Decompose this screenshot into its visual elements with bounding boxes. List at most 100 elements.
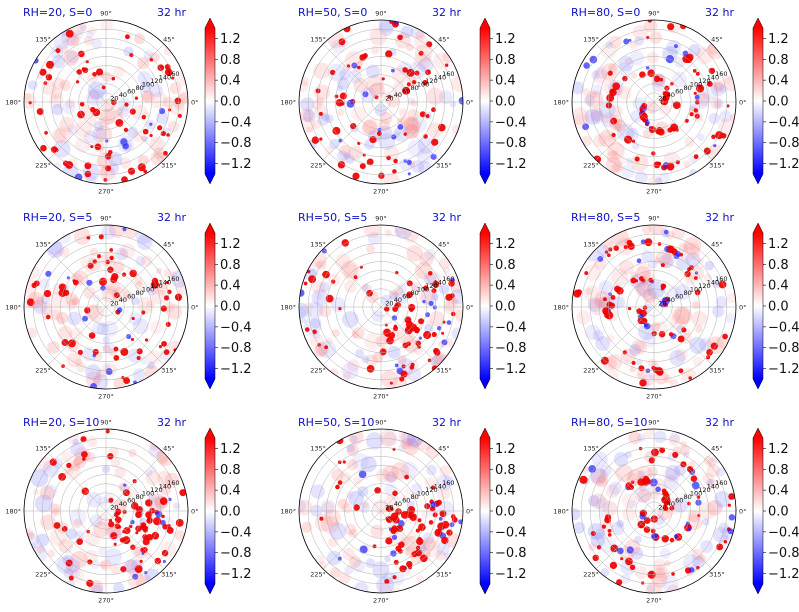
field-shade bbox=[166, 304, 182, 320]
grid-spoke bbox=[105, 306, 165, 366]
radial-tick-label: 20 bbox=[658, 504, 666, 512]
field-cell bbox=[655, 486, 661, 493]
radial-tick-label: 100 bbox=[142, 490, 154, 498]
field-cell bbox=[113, 346, 119, 352]
field-cell bbox=[359, 54, 367, 61]
field-cell bbox=[110, 275, 118, 284]
field-shade bbox=[157, 471, 172, 486]
field-cell bbox=[43, 289, 52, 298]
field-cell bbox=[450, 311, 456, 317]
angle-tick-label: 90° bbox=[648, 10, 660, 18]
field-cell bbox=[423, 134, 428, 139]
angle-tick-label: 0° bbox=[466, 508, 473, 516]
angle-tick-label: 135° bbox=[583, 36, 599, 44]
field-cell bbox=[611, 132, 616, 138]
field-cell bbox=[432, 512, 438, 518]
field-shade bbox=[366, 75, 384, 93]
angle-tick-label: 135° bbox=[35, 36, 51, 44]
field-shade bbox=[594, 66, 608, 79]
radial-tick-label: 40 bbox=[394, 296, 402, 304]
field-cell bbox=[40, 144, 47, 152]
field-cell bbox=[608, 88, 617, 97]
field-shade bbox=[602, 500, 618, 516]
colorbar-tick-label: 0.4 bbox=[768, 74, 789, 89]
grid-spoke bbox=[595, 510, 655, 570]
panel-title: RH=50, S=0 bbox=[298, 6, 367, 19]
field-shade bbox=[634, 36, 644, 46]
field-cell bbox=[695, 71, 700, 76]
field-cell bbox=[122, 509, 127, 514]
field-shade bbox=[429, 310, 445, 327]
angle-tick-label: 90° bbox=[100, 215, 112, 223]
field-cell bbox=[105, 259, 110, 265]
field-shade bbox=[422, 537, 437, 551]
colorbar-tick-label: −0.8 bbox=[495, 136, 527, 151]
field-cell bbox=[124, 102, 129, 107]
field-shade bbox=[436, 486, 451, 500]
colorbar-outline bbox=[479, 427, 491, 595]
field-shade bbox=[407, 367, 422, 382]
colorbar-tick-label: 1.2 bbox=[220, 32, 241, 47]
field-cell bbox=[639, 379, 647, 387]
radial-tick-label: 140 bbox=[434, 74, 446, 82]
field-shade bbox=[643, 288, 657, 303]
field-shade bbox=[442, 475, 455, 488]
radial-tick-label: 20 bbox=[385, 300, 393, 308]
colorbar-tick-label: −1.2 bbox=[220, 567, 252, 582]
field-cell bbox=[84, 307, 91, 314]
colorbar-max-extend bbox=[205, 223, 215, 233]
field-shade bbox=[715, 296, 728, 308]
radial-tick-label: 80 bbox=[684, 289, 692, 297]
colorbar-min-extend bbox=[480, 584, 490, 594]
angle-tick-label: 90° bbox=[648, 215, 660, 223]
field-shade bbox=[712, 305, 725, 318]
field-cell bbox=[639, 107, 643, 112]
field-cell bbox=[98, 234, 104, 240]
field-shade bbox=[147, 350, 162, 365]
field-cell bbox=[160, 130, 166, 137]
field-cell bbox=[688, 376, 692, 380]
panel-title: RH=80, S=5 bbox=[571, 211, 640, 224]
field-cell bbox=[612, 82, 621, 91]
field-cell bbox=[584, 271, 589, 276]
colorbar: 1.2 0.8 0.4 0.0 −0.4 −0.8 −1.2 bbox=[204, 17, 252, 185]
field-shade bbox=[607, 354, 623, 370]
radial-tick-label: 120 bbox=[425, 77, 437, 85]
radial-tick-label: 60 bbox=[675, 497, 683, 505]
grid-spoke bbox=[595, 306, 655, 366]
field-shade bbox=[669, 349, 686, 366]
angle-tick-label: 45° bbox=[711, 36, 723, 44]
colorbar-tick-label: 0.8 bbox=[495, 53, 516, 68]
field-cell bbox=[657, 242, 662, 246]
radial-tick-label: 160 bbox=[442, 70, 454, 78]
field-shade bbox=[451, 74, 463, 93]
field-cell bbox=[366, 158, 374, 166]
field-cell bbox=[108, 521, 115, 528]
field-shade bbox=[117, 106, 130, 118]
angle-tick-label: 0° bbox=[466, 99, 473, 107]
field-shade bbox=[423, 272, 437, 285]
angle-tick-label: 0° bbox=[191, 508, 198, 516]
field-shade bbox=[572, 107, 589, 126]
field-shade bbox=[73, 456, 83, 466]
field-shade bbox=[710, 96, 723, 109]
field-shade bbox=[634, 535, 643, 544]
field-shade bbox=[635, 266, 651, 282]
field-cell bbox=[120, 347, 129, 356]
radial-tick-label: 60 bbox=[402, 293, 410, 301]
field-cell bbox=[437, 123, 446, 132]
field-cell bbox=[590, 531, 596, 537]
field-cell bbox=[332, 126, 341, 135]
panel-title: RH=50, S=10 bbox=[298, 416, 374, 429]
field-cell bbox=[449, 293, 455, 299]
field-cell bbox=[337, 161, 346, 169]
field-cell bbox=[638, 365, 645, 372]
field-shade bbox=[671, 225, 686, 240]
field-shade bbox=[402, 535, 419, 552]
field-cell bbox=[159, 497, 168, 505]
field-shade bbox=[691, 310, 707, 327]
field-shade bbox=[61, 451, 73, 463]
angle-tick-label: 45° bbox=[438, 36, 450, 44]
field-shade bbox=[352, 559, 366, 573]
field-cell bbox=[445, 63, 449, 67]
